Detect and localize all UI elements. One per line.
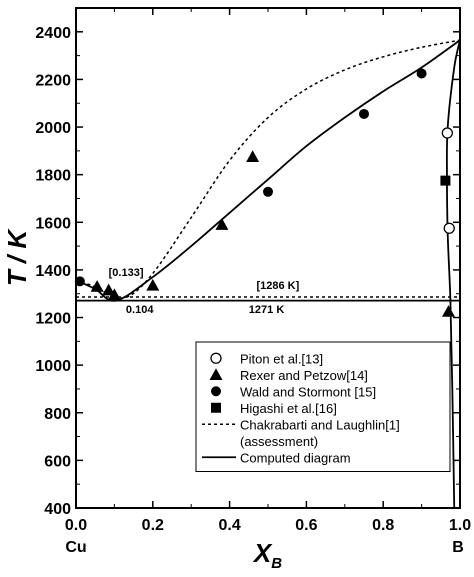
annotation-label: 0.104 bbox=[126, 304, 154, 316]
x-end-label-left: Cu bbox=[65, 539, 86, 556]
data-point-square bbox=[440, 175, 451, 186]
axis-ticks: 400 600 800 1000 1200 1400 1600 1800 2000 2200 240… bbox=[35, 8, 471, 534]
data-point-filled-circle bbox=[74, 276, 85, 287]
y-tick-label: 400 bbox=[44, 501, 71, 518]
legend-symbol-square bbox=[211, 402, 221, 413]
data-point-open-circle bbox=[441, 127, 453, 139]
y-tick-label: 1200 bbox=[35, 311, 71, 328]
data-point-filled-circle bbox=[416, 68, 427, 79]
y-tick-label: 2200 bbox=[35, 72, 71, 89]
y-tick-label: 2000 bbox=[35, 120, 71, 137]
x-tick-label: 0.0 bbox=[65, 517, 87, 534]
computed-line bbox=[76, 39, 460, 302]
legend-symbol-triangle bbox=[209, 368, 223, 380]
y-tick-label: 600 bbox=[44, 453, 71, 470]
x-tick-label: 0.8 bbox=[372, 517, 394, 534]
x-tick-label: 0.6 bbox=[295, 517, 317, 534]
data-point-triangle bbox=[107, 288, 121, 301]
legend-symbol-open-circle bbox=[210, 352, 222, 364]
legend-entry-label: Chakrabarti and Laughlin[1] bbox=[240, 417, 400, 432]
x-axis-label: XB bbox=[252, 538, 282, 572]
legend-entry-label: (assessment) bbox=[240, 434, 318, 449]
x-axis-label-main: X bbox=[252, 538, 273, 568]
annotation-label: [1286 K] bbox=[256, 280, 299, 292]
data-point-triangle bbox=[146, 278, 160, 291]
data-point-triangle bbox=[441, 305, 455, 317]
x-tick-label: 0.2 bbox=[142, 517, 164, 534]
data-point-filled-circle bbox=[263, 186, 273, 197]
assessment-line bbox=[76, 39, 460, 299]
x-tick-label: 0.4 bbox=[218, 517, 240, 534]
legend-entry-label: Piton et al.[13] bbox=[240, 351, 323, 366]
annotations: [0.133] [1286 K] 0.104 1271 K bbox=[109, 267, 300, 316]
data-point-triangle bbox=[246, 150, 260, 163]
x-end-label-right: B bbox=[452, 539, 464, 556]
legend-entry-label: Computed diagram bbox=[240, 450, 351, 465]
annotation-label: 1271 K bbox=[249, 304, 285, 316]
legend-box bbox=[195, 341, 451, 472]
data-point-open-circle bbox=[443, 222, 455, 234]
data-point-filled-circle bbox=[359, 108, 369, 119]
series-points bbox=[74, 68, 455, 317]
y-axis-label: T / K bbox=[2, 228, 32, 287]
legend-symbol-filled-circle bbox=[211, 386, 221, 397]
y-tick-label: 2400 bbox=[35, 25, 71, 42]
legend-entry-label: Wald and Stormont [15] bbox=[240, 384, 376, 399]
data-point-triangle bbox=[215, 218, 229, 230]
legend-entry-label: Rexer and Petzow[14] bbox=[240, 368, 368, 383]
data-point-triangle bbox=[102, 283, 116, 296]
series-lines bbox=[76, 39, 460, 508]
y-tick-label: 1800 bbox=[35, 168, 71, 185]
y-tick-label: 1000 bbox=[35, 358, 71, 375]
y-tick-label: 1600 bbox=[35, 215, 71, 232]
legend-entry-label: Higashi et al.[16] bbox=[240, 401, 337, 416]
y-tick-label: 1400 bbox=[35, 263, 71, 280]
data-point-triangle bbox=[90, 280, 104, 292]
legend: Piton et al.[13] Rexer and Petzow[14]Wald… bbox=[195, 341, 451, 472]
y-tick-label: 800 bbox=[44, 406, 71, 423]
annotation-label: [0.133] bbox=[109, 267, 144, 279]
x-tick-label: 1.0 bbox=[449, 517, 471, 534]
x-axis-label-subscript: B bbox=[271, 555, 282, 572]
